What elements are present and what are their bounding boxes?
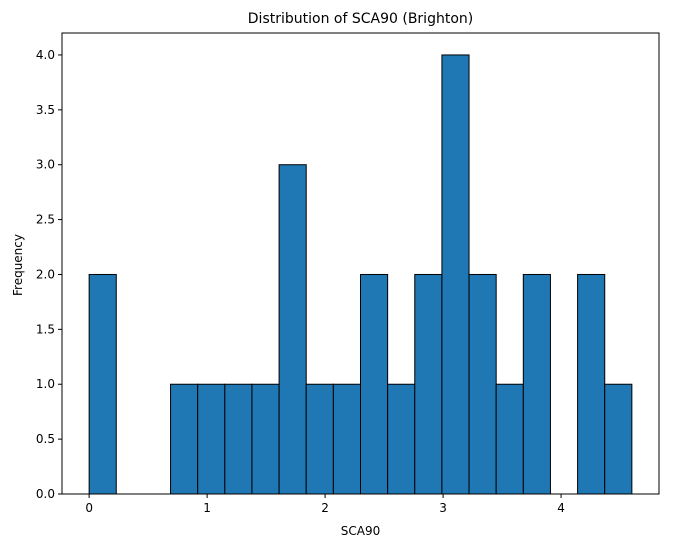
histogram-bar: [88, 273, 117, 495]
x-tick-label: 2: [321, 501, 329, 515]
histogram-bar: [251, 383, 280, 495]
x-axis: 0 1 2 3 4: [85, 494, 565, 515]
y-tick-label: 2.0: [36, 267, 55, 281]
x-tick-label: 4: [557, 501, 565, 515]
histogram-bar: [604, 383, 633, 495]
histogram-bar: [414, 273, 443, 495]
y-axis: 0.0 0.5 1.0 1.5 2.0 2.5 3.0 3.5 4.0: [36, 48, 62, 501]
y-tick-label: 0.0: [36, 487, 55, 501]
histogram-bar: [522, 273, 551, 495]
histogram-bar: [577, 273, 606, 495]
y-axis-label: Frequency: [11, 234, 25, 296]
y-tick-label: 1.5: [36, 322, 55, 336]
chart-title: Distribution of SCA90 (Brighton): [248, 11, 473, 27]
y-tick-label: 1.0: [36, 377, 55, 391]
histogram-bar: [224, 383, 253, 495]
y-tick-label: 4.0: [36, 48, 55, 62]
histogram-bar: [170, 383, 199, 495]
histogram-bar: [278, 164, 307, 495]
y-tick-label: 3.0: [36, 158, 55, 172]
x-tick-label: 0: [85, 501, 93, 515]
x-tick-label: 1: [203, 501, 211, 515]
histogram-bar: [468, 273, 497, 495]
y-tick-label: 2.5: [36, 213, 55, 227]
histogram-bar: [360, 273, 389, 495]
histogram-bar: [197, 383, 226, 495]
y-tick-label: 3.5: [36, 103, 55, 117]
histogram-bar: [495, 383, 524, 495]
axes-frame: [61, 32, 660, 495]
y-tick-label: 0.5: [36, 432, 55, 446]
x-tick-label: 3: [439, 501, 447, 515]
histogram-bar: [387, 383, 416, 495]
histogram-bar: [441, 54, 470, 495]
bars-group: [88, 54, 633, 495]
x-axis-label: SCA90: [341, 524, 380, 538]
histogram-bar: [332, 383, 362, 495]
histogram-bar: [305, 383, 334, 495]
